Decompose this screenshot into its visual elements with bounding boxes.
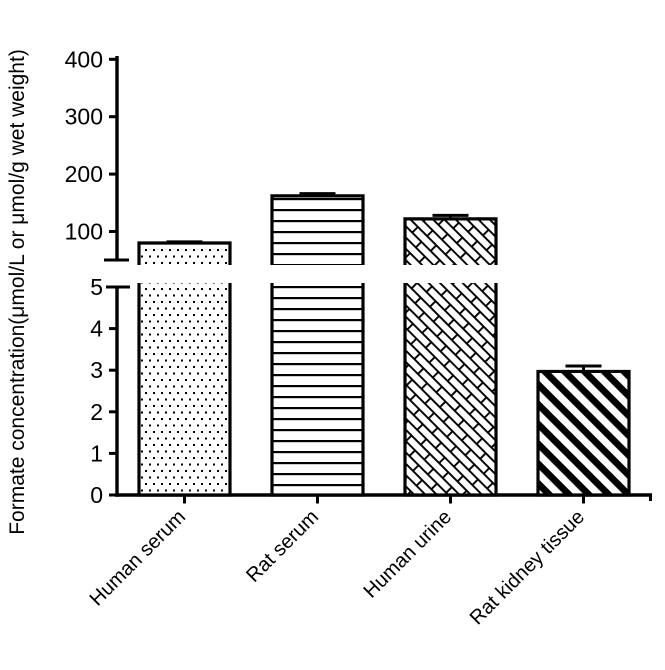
bar-border: [270, 283, 365, 497]
y-axis-label: Formate concentration(μmol/L or μmol/g w…: [6, 49, 29, 535]
y-tick-label: 400: [65, 46, 103, 72]
bar-pattern-fill: [538, 371, 629, 495]
y-axis-bottom-segment: 0 1 2 3 4 5: [90, 274, 130, 508]
bar-border: [137, 283, 232, 497]
bar-border: [403, 283, 498, 497]
y-tick-label: 1: [90, 440, 103, 466]
bar-pattern-fill: [405, 283, 496, 495]
bar-pattern-fill: [272, 195, 363, 265]
y-axis-top-segment: 100 200 300 400: [65, 46, 129, 262]
category-label-human-urine: Human urine: [360, 506, 457, 603]
bar-rat-serum: [270, 192, 365, 497]
category-label-rat-kidney-tissue: Rat kidney tissue: [466, 506, 589, 629]
y-tick-label: 0: [90, 482, 103, 508]
y-tick-label: 4: [90, 316, 103, 342]
y-tick-label: 3: [90, 357, 103, 383]
y-tick-label: 5: [90, 274, 103, 300]
category-label-human-serum: Human serum: [86, 506, 190, 610]
bar-rat-kidney-tissue: [536, 364, 631, 497]
y-tick-label: 200: [65, 161, 103, 187]
y-tick-label: 2: [90, 399, 103, 425]
y-tick-label: 100: [65, 219, 103, 245]
bar-pattern-fill: [139, 283, 230, 495]
bar-human-urine: [403, 213, 498, 497]
bar-pattern-fill: [139, 242, 230, 265]
y-tick-label: 300: [65, 104, 103, 130]
bar-pattern-fill: [405, 218, 496, 265]
bar-pattern-fill: [272, 283, 363, 495]
x-axis: Human serum Rat serum Human urine Rat kidne…: [86, 493, 652, 629]
bar-border: [536, 369, 631, 497]
bar-human-serum: [137, 240, 232, 497]
category-label-rat-serum: Rat serum: [242, 506, 323, 587]
